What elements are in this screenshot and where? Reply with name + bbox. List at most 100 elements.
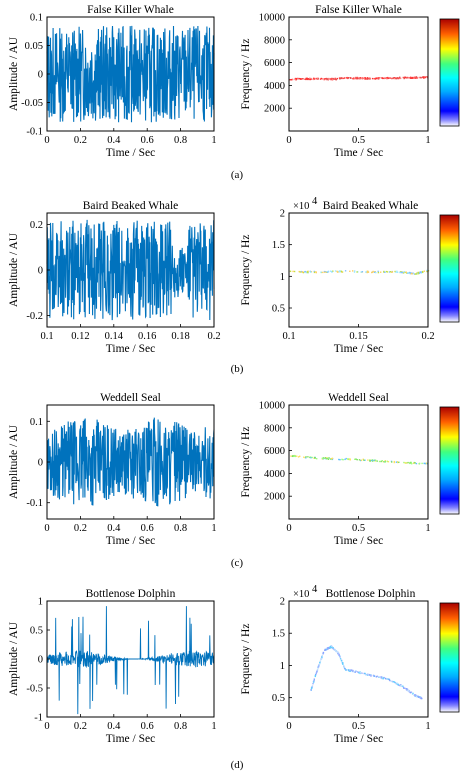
spectrogram-point xyxy=(340,270,343,272)
spectrogram-point xyxy=(339,271,341,273)
spectrogram-point xyxy=(329,647,331,649)
spectrogram-point xyxy=(403,687,405,689)
spectrogram-point xyxy=(299,271,301,273)
spectrogram-point xyxy=(353,271,356,273)
spectrogram-point xyxy=(317,78,320,80)
spectrogram-point xyxy=(363,459,365,461)
x-tick-label: 0.4 xyxy=(107,721,121,732)
spectrogram-point xyxy=(387,76,389,79)
spectrogram-point xyxy=(347,458,349,460)
spectrogram-axes-box xyxy=(288,404,429,520)
spectrogram-point xyxy=(422,76,425,79)
spectrogram-point xyxy=(409,77,412,79)
spectrogram-point xyxy=(421,270,424,273)
spectrogram-point xyxy=(305,78,307,81)
spectrogram-point xyxy=(358,672,360,674)
spectrogram-point xyxy=(353,670,356,673)
spectrogram-point xyxy=(328,647,330,649)
spectrogram-point xyxy=(408,77,411,79)
panel-caption: (b) xyxy=(231,363,244,375)
spectrogram-point xyxy=(391,680,394,683)
spectrogram-point xyxy=(303,456,305,458)
spectrogram-point xyxy=(313,457,315,459)
spectrogram-point xyxy=(324,649,326,651)
spectrogram-point xyxy=(315,77,317,80)
x-tick-label: 1 xyxy=(425,721,430,732)
spectrogram-point xyxy=(338,653,340,656)
spectrogram-point xyxy=(343,665,345,667)
y-tick-label: 2000 xyxy=(264,492,285,503)
spectrogram-point xyxy=(317,77,319,79)
spectrogram-point xyxy=(315,672,317,675)
y-tick-label: 2 xyxy=(280,597,285,608)
spectrogram-plot: False Killer Whale 0 0.5 1 2000 4000 6000 8000 1… xyxy=(240,4,431,159)
y-tick-label: 1 xyxy=(280,661,285,672)
spectrogram-point xyxy=(360,271,362,273)
spectrogram-point xyxy=(295,78,297,81)
spectrogram-point xyxy=(389,271,392,273)
x-tick-label: 0.8 xyxy=(174,721,187,732)
spectrogram-point xyxy=(396,682,398,684)
spectrogram-point xyxy=(289,270,292,272)
spectrogram-point xyxy=(366,77,369,79)
spectrogram-point xyxy=(395,271,397,273)
spectrogram-point xyxy=(321,656,323,658)
x-tick-label: 0.12 xyxy=(71,331,89,342)
spectrogram-point xyxy=(307,456,309,458)
spectrogram-point xyxy=(331,645,333,648)
y-tick-label: 0.5 xyxy=(272,304,285,315)
spectrogram-point xyxy=(406,462,408,464)
spectrogram-point xyxy=(403,271,406,273)
spectrogram-point xyxy=(400,271,402,274)
spectrogram-point xyxy=(371,460,374,462)
spectrogram-point xyxy=(416,272,418,275)
y-tick-label: 0 xyxy=(38,70,43,81)
spectrogram-point xyxy=(315,271,317,273)
spectrogram-point xyxy=(373,459,375,462)
spectrogram-point xyxy=(371,271,373,274)
spectrogram-point xyxy=(323,78,325,80)
y-tick-label: -0.5 xyxy=(26,684,43,695)
spectrogram-point xyxy=(294,78,296,81)
spectrogram-point xyxy=(368,674,370,676)
spectrogram-point xyxy=(349,670,351,672)
spectrogram-point xyxy=(305,457,307,459)
spectrogram-point xyxy=(365,78,367,80)
spectrogram-point xyxy=(311,685,314,687)
waveform-trace xyxy=(46,219,215,321)
spectrogram-point xyxy=(382,678,384,680)
spectrogram-point xyxy=(327,270,330,272)
spectrogram-point xyxy=(409,462,411,464)
spectrogram-point xyxy=(341,271,343,273)
spectrogram-point xyxy=(342,662,344,664)
spectrogram-point xyxy=(390,680,393,683)
spectrogram-point xyxy=(366,270,369,272)
spectrogram-point xyxy=(317,667,319,669)
y-tick-label: 2000 xyxy=(264,104,285,115)
spectrogram-point xyxy=(307,78,309,80)
spectrogram-point xyxy=(408,271,411,274)
spectrogram-point xyxy=(325,458,327,460)
spectrogram-point xyxy=(293,455,295,457)
panel-caption: (c) xyxy=(231,557,244,569)
spectrogram-point xyxy=(328,78,330,80)
spectrogram-point xyxy=(418,272,421,274)
spectrogram-ylabel: Frequency / Hz xyxy=(240,235,252,306)
spectrogram-point xyxy=(336,270,338,273)
spectrogram-point xyxy=(316,671,318,673)
spectrogram-point xyxy=(383,270,385,273)
spectrogram-point xyxy=(398,461,400,463)
spectrogram-point xyxy=(384,461,386,463)
spectrogram-axes-box xyxy=(288,16,429,132)
panel-d: Bottlenose Dolphin 0 0.2 0.4 0.6 0.8 1 -1 -0.5 0 0… xyxy=(8,584,460,771)
spectrogram-point xyxy=(292,455,294,457)
spectrogram-point xyxy=(339,656,341,658)
y-tick-label: 1.5 xyxy=(272,629,285,640)
x-tick-label: 0.16 xyxy=(138,331,156,342)
x-tick-label: 0.4 xyxy=(107,135,121,146)
spectrogram-point xyxy=(385,77,388,79)
spectrogram-point xyxy=(415,273,418,275)
spectrogram-point xyxy=(376,460,378,462)
spectrogram-point xyxy=(301,78,304,80)
